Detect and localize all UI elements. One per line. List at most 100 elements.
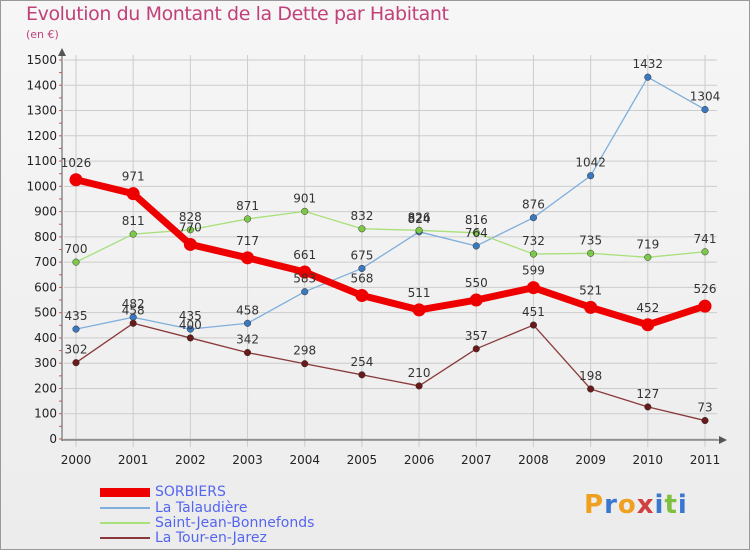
logo-letter: t	[664, 490, 678, 520]
legend-label-la-talaudiere: La Talaudière	[155, 500, 248, 516]
y-tick-label: 300	[34, 356, 57, 370]
data-label: 741	[694, 232, 717, 246]
x-tick-label: 2007	[461, 453, 492, 467]
data-label: 357	[465, 329, 488, 343]
y-axis-arrow	[58, 48, 66, 56]
data-point-2	[415, 226, 423, 234]
data-point-0	[526, 281, 540, 295]
data-point-0	[355, 288, 369, 302]
chart-unit: (en €)	[26, 28, 59, 41]
x-tick-label: 2004	[289, 453, 320, 467]
data-label: 811	[122, 214, 145, 228]
data-label: 1042	[575, 156, 606, 170]
series-line-3	[75, 322, 706, 422]
legend-swatch-la-talaudiere	[100, 507, 150, 509]
x-tick-label: 2010	[633, 453, 664, 467]
series-line-1	[75, 76, 706, 330]
data-label: 770	[179, 220, 202, 234]
data-point-2	[72, 258, 80, 266]
legend-item-saint-jean-bonnefonds: Saint-Jean-Bonnefonds	[100, 515, 360, 531]
data-label: 1026	[61, 156, 92, 170]
y-tick-label: 1400	[26, 78, 57, 92]
data-label: 1432	[633, 57, 664, 71]
data-point-3	[243, 349, 252, 357]
data-label: 73	[697, 401, 712, 415]
data-label: 971	[122, 170, 145, 184]
data-label: 871	[236, 199, 259, 213]
data-point-0	[584, 300, 598, 314]
x-tick-label: 2008	[518, 453, 549, 467]
data-point-1	[358, 264, 366, 273]
logo-letter: r	[604, 490, 618, 520]
y-tick-label: 800	[34, 230, 57, 244]
x-tick-label: 2005	[347, 453, 378, 467]
data-point-1	[72, 325, 80, 333]
legend-label-sorbiers: SORBIERS	[155, 484, 226, 500]
y-tick-label: 1200	[26, 129, 57, 143]
series-line-2	[75, 210, 706, 263]
data-label: 550	[465, 276, 488, 290]
data-label: 661	[293, 248, 316, 262]
data-label: 735	[579, 233, 602, 247]
data-point-3	[644, 403, 652, 411]
data-point-1	[701, 105, 709, 114]
data-point-2	[587, 249, 595, 257]
x-tick-label: 2001	[118, 453, 149, 467]
y-tick-label: 500	[34, 306, 57, 320]
data-label: 568	[350, 271, 373, 285]
data-point-1	[243, 319, 252, 327]
data-label: 1304	[690, 90, 721, 104]
data-label: 901	[293, 191, 316, 205]
data-label: 452	[636, 301, 659, 315]
data-point-2	[472, 229, 480, 237]
data-point-3	[529, 321, 538, 329]
y-tick-label: 600	[34, 280, 57, 294]
data-label: 198	[579, 369, 602, 383]
data-label: 717	[236, 234, 259, 248]
data-label: 458	[122, 303, 145, 317]
legend-label-saint-jean-bonnefonds: Saint-Jean-Bonnefonds	[155, 515, 315, 531]
data-label: 435	[179, 309, 202, 323]
data-label: 511	[408, 286, 431, 300]
x-tick-label: 2003	[232, 453, 263, 467]
logo-letter: i	[654, 490, 665, 520]
x-tick-label: 2006	[404, 453, 435, 467]
legend-item-la-talaudiere: La Talaudière	[100, 500, 360, 516]
y-tick-label: 700	[34, 255, 57, 269]
data-label: 700	[65, 242, 88, 256]
data-point-2	[243, 215, 252, 223]
data-point-3	[587, 385, 595, 393]
data-label: 876	[522, 198, 545, 212]
y-tick-label: 400	[34, 331, 57, 345]
data-point-1	[529, 214, 538, 222]
data-label: 828	[179, 210, 202, 224]
data-label: 599	[522, 264, 545, 278]
data-point-1	[644, 73, 652, 81]
y-tick-label: 200	[34, 381, 57, 395]
data-point-3	[701, 417, 709, 425]
data-point-2	[358, 225, 366, 233]
data-point-3	[129, 319, 137, 327]
data-label: 127	[636, 387, 659, 401]
x-tick-label: 2011	[690, 453, 721, 467]
data-label: 458	[236, 303, 259, 317]
y-tick-label: 900	[34, 205, 57, 219]
legend-swatch-sorbiers	[100, 488, 150, 497]
data-point-1	[186, 325, 194, 333]
data-point-0	[412, 303, 426, 317]
data-label: 298	[293, 344, 316, 358]
proxiti-logo: Proxiti	[584, 490, 688, 520]
logo-letter: o	[617, 490, 637, 520]
data-point-2	[644, 253, 652, 261]
data-label: 764	[465, 226, 488, 240]
data-label: 342	[236, 333, 259, 347]
x-tick-label: 2000	[61, 453, 92, 467]
data-point-0	[69, 173, 83, 187]
data-label: 832	[350, 209, 373, 223]
logo-letter: i	[677, 490, 688, 520]
data-point-3	[472, 345, 480, 353]
data-point-0	[298, 265, 312, 279]
data-point-3	[415, 382, 423, 390]
series-line-0	[72, 176, 709, 329]
